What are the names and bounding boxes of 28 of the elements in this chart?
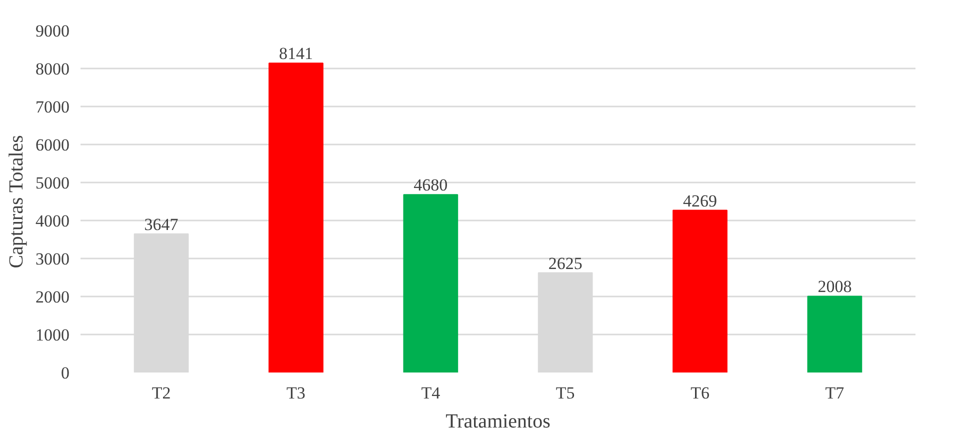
y-tick-label: 4000 — [36, 212, 70, 230]
data-label: 3647 — [144, 214, 179, 234]
x-tick-label: T5 — [556, 384, 575, 402]
x-tick-label: T2 — [152, 384, 171, 402]
data-label: 4269 — [683, 191, 718, 210]
data-label: 8141 — [278, 44, 313, 64]
y-tick-label: 5000 — [36, 174, 70, 192]
y-axis-title: Capturas Totales — [6, 134, 28, 268]
y-tick-label: 2000 — [36, 288, 70, 306]
x-tick-label: T4 — [421, 384, 441, 402]
bar — [268, 62, 324, 372]
y-tick-label: 1000 — [36, 326, 70, 344]
y-tick-label: 3000 — [36, 250, 70, 268]
y-tick-label: 6000 — [36, 136, 70, 154]
x-axis-title: Tratamientos — [446, 410, 551, 432]
data-label: 2008 — [818, 277, 852, 296]
y-tick-label: 0 — [61, 364, 70, 382]
x-tick-label: T3 — [286, 384, 306, 402]
y-tick-label: 9000 — [36, 22, 70, 40]
x-tick-label: T7 — [825, 384, 845, 402]
bar — [807, 296, 862, 372]
data-label: 2625 — [548, 254, 582, 273]
y-tick-label: 7000 — [36, 98, 70, 116]
bar — [403, 194, 458, 372]
x-tick-label: T6 — [690, 384, 710, 402]
data-label: 4680 — [414, 176, 448, 195]
y-tick-label: 8000 — [36, 60, 70, 78]
bar — [672, 210, 728, 372]
